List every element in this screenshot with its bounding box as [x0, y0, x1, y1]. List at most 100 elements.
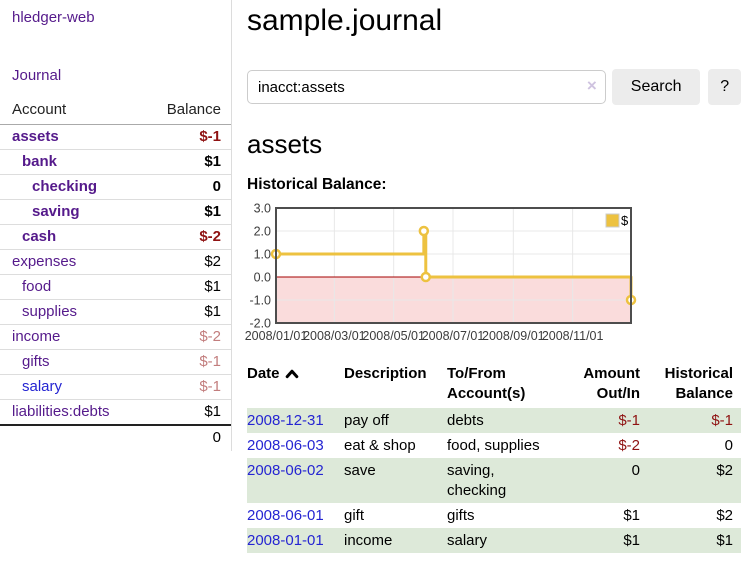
- account-balance: $1: [145, 299, 231, 325]
- transaction-amount: $-1: [559, 408, 646, 433]
- transaction-balance: 0: [724, 437, 733, 454]
- historical-balance-chart: $3.0 2.0 1.0 0.0 -1.0 -2.0 2008/01/01 2008/03/0…: [245, 200, 741, 350]
- account-row: income $-2: [0, 324, 231, 350]
- sidebar-account-gifts[interactable]: gifts: [22, 353, 50, 370]
- search-input[interactable]: [247, 70, 606, 104]
- accounts-header-balance: Balance: [145, 99, 231, 125]
- register-table: Date Description To/From Account(s) Amount Ou…: [247, 362, 741, 553]
- y-tick-label: 2.0: [254, 225, 271, 239]
- page-title: sample.journal: [247, 4, 443, 37]
- search-button[interactable]: Search: [611, 69, 701, 105]
- sidebar-account-saving[interactable]: saving: [32, 203, 80, 220]
- y-tick-label: 3.0: [254, 202, 271, 216]
- transaction-amount: $-2: [618, 437, 640, 454]
- transaction-description: gift: [344, 507, 365, 524]
- app-root: hledger-web Journal Account Balance asse…: [0, 0, 741, 553]
- sidebar-account-bank[interactable]: bank: [22, 153, 58, 170]
- transaction-accounts: saving, checking: [447, 458, 559, 503]
- accounts-table: Account Balance assets $-1 bank $1 checking 0…: [0, 99, 231, 450]
- account-row: cash $-2: [0, 224, 231, 250]
- y-tick-label: -1.0: [249, 294, 271, 308]
- transaction-date-link[interactable]: 2008-06-03: [247, 437, 324, 454]
- x-tick-label: 2008/05/01: [362, 329, 425, 343]
- register-row: 2008-06-02 save saving, checking 0 $2: [247, 458, 741, 503]
- account-balance: $1: [145, 274, 231, 300]
- account-row: bank $1: [0, 149, 231, 175]
- chart-title: Historical Balance:: [247, 176, 387, 193]
- transaction-accounts: salary: [447, 528, 559, 553]
- accounts-total-value: 0: [145, 424, 231, 450]
- account-row: gifts $-1: [0, 349, 231, 375]
- register-header-row: Date Description To/From Account(s) Amount Ou…: [247, 362, 741, 408]
- register-header-historical-balance: Historical Balance: [664, 365, 733, 402]
- transaction-balance: $-1: [646, 408, 741, 433]
- sidebar-account-expenses[interactable]: expenses: [12, 253, 77, 270]
- x-tick-label: 2008/03/01: [303, 329, 366, 343]
- account-row: salary $-1: [0, 374, 231, 400]
- account-row: saving $1: [0, 199, 231, 225]
- transaction-accounts: debts: [447, 408, 559, 433]
- account-balance: 0: [145, 174, 231, 200]
- sidebar-account-cash[interactable]: cash: [22, 228, 57, 245]
- help-button[interactable]: ?: [708, 69, 741, 105]
- account-balance: $2: [145, 249, 231, 275]
- transaction-date-link[interactable]: 2008-12-31: [247, 412, 324, 429]
- account-row: food $1: [0, 274, 231, 300]
- legend-label: $: [621, 213, 629, 228]
- transaction-date-link[interactable]: 2008-06-01: [247, 507, 324, 524]
- transaction-amount: 0: [559, 458, 646, 503]
- register-header-date[interactable]: Date: [247, 362, 344, 408]
- transaction-amount: $1: [559, 528, 646, 553]
- sidebar-item-journal[interactable]: Journal: [12, 67, 62, 84]
- sidebar-account-checking[interactable]: checking: [32, 178, 98, 195]
- data-point-marker: [418, 225, 430, 237]
- y-tick-label: 1.0: [254, 248, 271, 262]
- register-row: 2008-06-01 gift gifts $1 $2: [247, 503, 741, 528]
- sidebar-account-food[interactable]: food: [22, 278, 52, 295]
- transaction-description: save: [344, 458, 447, 503]
- sidebar-account-liabilities-debts[interactable]: liabilities:debts: [12, 403, 110, 420]
- sidebar-account-supplies[interactable]: supplies: [22, 303, 78, 320]
- accounts-total-row: 0: [0, 424, 231, 450]
- sidebar-account-salary[interactable]: salary: [22, 378, 63, 395]
- search-form: × Search ?: [247, 69, 741, 105]
- transaction-date-link[interactable]: 2008-06-02: [247, 462, 324, 479]
- app-title-link[interactable]: hledger-web: [12, 9, 95, 26]
- account-balance: $1: [145, 149, 231, 175]
- transaction-date-link[interactable]: 2008-01-01: [247, 532, 324, 549]
- legend-swatch: [605, 213, 620, 228]
- register-header-amount-out-in: Amount Out/In: [583, 365, 640, 402]
- sidebar-account-income[interactable]: income: [12, 328, 61, 345]
- account-balance: $-1: [145, 374, 231, 400]
- data-point-marker: [420, 271, 432, 283]
- sidebar-account-assets[interactable]: assets: [12, 128, 59, 145]
- account-row: liabilities:debts $1: [0, 399, 231, 426]
- account-balance: $1: [145, 199, 231, 225]
- account-row: checking 0: [0, 174, 231, 200]
- y-tick-label: 0.0: [254, 271, 271, 285]
- account-balance: $-2: [145, 224, 231, 250]
- transaction-description: eat & shop: [344, 437, 416, 454]
- account-row: assets $-1: [0, 124, 231, 150]
- transaction-balance: $2: [646, 458, 741, 503]
- accounts-header-account: Account: [0, 99, 146, 125]
- main-content: sample.journal × Search ? assets Histori…: [232, 0, 741, 553]
- x-tick-label: 2008/01/01: [245, 329, 308, 343]
- register-row: 2008-01-01 income salary $1 $1: [247, 528, 741, 553]
- account-heading: assets: [247, 129, 323, 159]
- transaction-description: pay off: [344, 408, 447, 433]
- x-tick-label: 2008/07/01: [422, 329, 485, 343]
- transaction-amount: $1: [623, 507, 640, 524]
- y-tick-label: -2.0: [249, 317, 271, 331]
- account-balance: $-2: [145, 324, 231, 350]
- account-balance: $1: [145, 399, 231, 426]
- account-balance: $-1: [145, 349, 231, 375]
- clear-search-icon[interactable]: ×: [586, 76, 597, 95]
- register-header-to-from-account-s-: To/From Account(s): [447, 365, 526, 402]
- transaction-balance: $1: [646, 528, 741, 553]
- chart-svg: $3.0 2.0 1.0 0.0 -1.0 -2.02008/01/012008/03/0…: [245, 202, 637, 343]
- transaction-accounts: food, supplies: [447, 437, 540, 454]
- account-row: expenses $2: [0, 249, 231, 275]
- sidebar: hledger-web Journal Account Balance asse…: [0, 0, 232, 451]
- transaction-description: income: [344, 528, 447, 553]
